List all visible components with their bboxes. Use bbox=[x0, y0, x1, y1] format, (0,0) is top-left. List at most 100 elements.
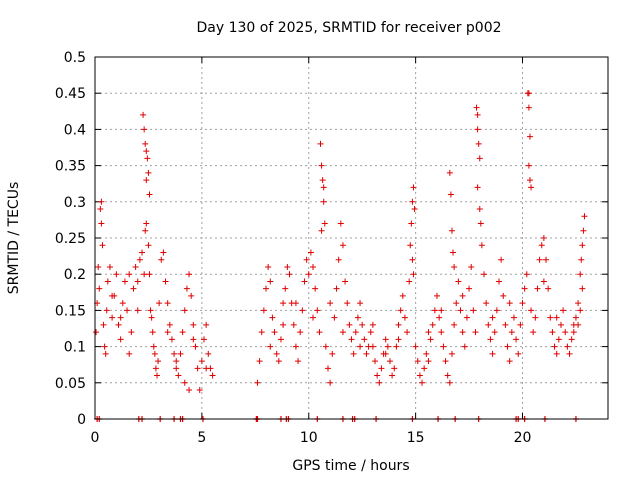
data-point bbox=[322, 343, 329, 350]
data-point bbox=[478, 242, 485, 249]
data-point bbox=[337, 220, 344, 227]
data-point bbox=[515, 350, 522, 357]
data-point bbox=[553, 314, 560, 321]
data-point bbox=[457, 307, 464, 314]
data-point bbox=[357, 300, 364, 307]
data-point bbox=[489, 350, 496, 357]
data-point bbox=[459, 292, 466, 299]
data-point bbox=[510, 314, 517, 321]
data-point bbox=[455, 278, 462, 285]
data-point bbox=[406, 278, 413, 285]
data-point bbox=[410, 271, 417, 278]
data-point bbox=[525, 104, 532, 111]
data-point bbox=[521, 285, 528, 292]
data-point bbox=[526, 177, 533, 184]
data-point bbox=[564, 343, 571, 350]
data-point bbox=[348, 336, 355, 343]
data-point bbox=[459, 329, 466, 336]
x-axis-label: GPS time / hours bbox=[292, 458, 409, 474]
data-point bbox=[463, 314, 470, 321]
data-point bbox=[389, 372, 396, 379]
y-axis-label: SRMTID / TECUs bbox=[6, 182, 22, 295]
data-point bbox=[466, 285, 473, 292]
data-point bbox=[173, 358, 180, 365]
y-tick-label: 0.45 bbox=[55, 86, 86, 102]
data-point bbox=[431, 307, 438, 314]
data-point bbox=[411, 206, 418, 213]
data-point bbox=[442, 358, 449, 365]
data-point bbox=[284, 263, 291, 270]
data-point bbox=[393, 343, 400, 350]
data-point bbox=[386, 358, 393, 365]
data-point bbox=[440, 343, 447, 350]
data-point bbox=[171, 350, 178, 357]
data-point bbox=[263, 285, 269, 292]
chart-title: Day 130 of 2025, SRMTID for receiver p00… bbox=[196, 20, 501, 36]
data-point bbox=[256, 358, 263, 365]
data-point bbox=[113, 271, 120, 278]
data-point bbox=[361, 336, 368, 343]
data-point bbox=[280, 321, 287, 328]
data-point bbox=[425, 358, 432, 365]
data-point bbox=[506, 300, 513, 307]
data-point bbox=[181, 307, 188, 314]
data-points bbox=[93, 90, 588, 422]
data-point bbox=[414, 358, 421, 365]
x-tick-label: 5 bbox=[197, 430, 206, 446]
data-point bbox=[476, 206, 483, 213]
data-point bbox=[143, 220, 150, 227]
y-tick-label: 0.35 bbox=[55, 159, 86, 175]
data-point bbox=[155, 358, 162, 365]
data-point bbox=[473, 104, 480, 111]
data-point bbox=[525, 162, 532, 169]
data-point bbox=[429, 321, 436, 328]
data-point bbox=[93, 329, 100, 336]
data-point bbox=[409, 198, 416, 205]
data-point bbox=[106, 263, 113, 270]
data-point bbox=[148, 314, 155, 321]
data-point bbox=[146, 191, 153, 198]
data-point bbox=[121, 278, 128, 285]
data-point bbox=[96, 285, 103, 292]
data-point bbox=[124, 307, 131, 314]
data-point bbox=[453, 300, 460, 307]
data-point bbox=[448, 227, 455, 234]
data-point bbox=[404, 329, 411, 336]
data-point bbox=[369, 321, 376, 328]
data-point bbox=[301, 278, 308, 285]
data-point bbox=[495, 278, 502, 285]
data-point bbox=[485, 321, 492, 328]
data-point bbox=[203, 365, 210, 372]
data-point bbox=[142, 227, 149, 234]
data-point bbox=[126, 271, 133, 278]
data-point bbox=[333, 285, 340, 292]
data-point bbox=[128, 329, 135, 336]
data-point bbox=[151, 350, 158, 357]
data-point bbox=[399, 292, 406, 299]
data-point bbox=[560, 307, 567, 314]
data-point bbox=[581, 213, 588, 220]
data-point bbox=[156, 300, 163, 307]
data-point bbox=[143, 148, 150, 155]
data-point bbox=[475, 140, 482, 147]
y-tick-label: 0.2 bbox=[64, 267, 86, 283]
data-point bbox=[352, 329, 359, 336]
data-point bbox=[557, 321, 564, 328]
data-point bbox=[407, 242, 414, 249]
data-point bbox=[179, 329, 186, 336]
data-point bbox=[98, 198, 105, 205]
data-point bbox=[209, 372, 216, 379]
data-point bbox=[310, 314, 317, 321]
data-point bbox=[369, 343, 376, 350]
data-point bbox=[474, 126, 481, 133]
data-point bbox=[97, 206, 104, 213]
data-point bbox=[173, 365, 180, 372]
data-point bbox=[150, 343, 157, 350]
data-point bbox=[103, 307, 110, 314]
data-point bbox=[100, 321, 107, 328]
data-point bbox=[451, 321, 458, 328]
data-point bbox=[335, 256, 342, 263]
data-point bbox=[319, 177, 326, 184]
data-point bbox=[408, 220, 415, 227]
data-point bbox=[551, 343, 558, 350]
